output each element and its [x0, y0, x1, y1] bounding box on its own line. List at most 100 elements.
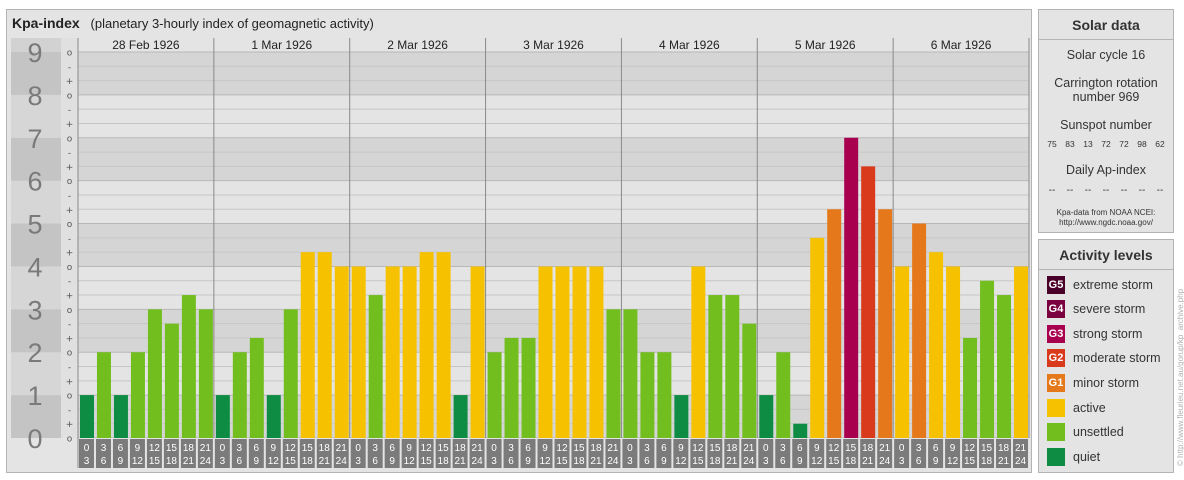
- interval-start-label: 3: [644, 443, 650, 454]
- interval-box: [877, 439, 893, 468]
- interval-end-label: 24: [1015, 456, 1027, 467]
- interval-box: [894, 439, 910, 468]
- y-tick-label: 7: [27, 124, 42, 154]
- kp-bar: [266, 395, 281, 438]
- kp-bar: [793, 423, 808, 438]
- kp-bar: [742, 323, 757, 438]
- minor-tick-label: -: [68, 106, 71, 116]
- interval-start-label: 21: [1015, 443, 1027, 454]
- interval-start-label: 15: [845, 443, 857, 454]
- interval-end-label: 24: [336, 456, 348, 467]
- solar-cycle: Solar cycle 16: [1066, 48, 1146, 62]
- interval-end-label: 9: [797, 456, 803, 467]
- kp-bar: [946, 266, 961, 438]
- interval-end-label: 6: [237, 456, 243, 467]
- interval-start-label: 9: [678, 443, 684, 454]
- activity-levels-panel: Activity levels G5 extreme storm G4 severe …: [1038, 239, 1174, 473]
- interval-end-label: 9: [525, 456, 531, 467]
- interval-box: [129, 439, 145, 468]
- minor-tick-label: +: [66, 292, 74, 302]
- legend-item: G4 severe storm: [1047, 300, 1145, 319]
- ap-index-value: --: [1066, 185, 1074, 196]
- interval-box: [146, 439, 162, 468]
- interval-box: [605, 439, 621, 468]
- interval-end-label: 18: [845, 456, 857, 467]
- minor-tick-label: +: [66, 163, 74, 173]
- minor-tick-label: o: [67, 220, 73, 230]
- copyright-notice: © http://www.fleurieu.net.au/gorup/kp_ar…: [1176, 288, 1184, 466]
- interval-box: [996, 439, 1012, 468]
- kp-bar: [708, 295, 723, 438]
- interval-end-label: 18: [573, 456, 585, 467]
- interval-end-label: 24: [200, 456, 212, 467]
- interval-end-label: 18: [302, 456, 314, 467]
- kp-bar: [725, 295, 740, 438]
- interval-box: [639, 439, 655, 468]
- interval-start-label: 21: [200, 443, 212, 454]
- interval-end-label: 21: [590, 456, 602, 467]
- interval-end-label: 6: [644, 456, 650, 467]
- date-header-band: [78, 38, 1029, 52]
- y-tick-label: 9: [27, 38, 42, 68]
- y-tick-label: 8: [27, 81, 42, 111]
- interval-end-label: 3: [84, 456, 90, 467]
- interval-box: [911, 439, 927, 468]
- kp-bar: [589, 266, 604, 438]
- interval-end-label: 3: [355, 456, 361, 467]
- sunspot-value: 75: [1047, 139, 1057, 149]
- interval-end-label: 3: [627, 456, 633, 467]
- sunspot-value: 72: [1119, 139, 1129, 149]
- interval-start-label: 9: [814, 443, 820, 454]
- y-axis-band: [11, 395, 61, 438]
- y-axis-band: [11, 52, 61, 95]
- kp-bar: [895, 266, 910, 438]
- interval-end-label: 6: [780, 456, 786, 467]
- kp-bar: [963, 337, 978, 438]
- kp-bar: [997, 295, 1012, 438]
- interval-end-label: 21: [862, 456, 874, 467]
- interval-start-label: 9: [542, 443, 548, 454]
- kp-bar: [861, 166, 876, 438]
- interval-start-label: 0: [627, 443, 633, 454]
- sunspot-value: 13: [1083, 139, 1093, 149]
- interval-box: [163, 439, 179, 468]
- minor-tick-label: +: [66, 377, 74, 387]
- interval-end-label: 12: [947, 456, 959, 467]
- interval-box: [350, 439, 366, 468]
- kp-bar: [470, 266, 485, 438]
- kp-bar: [80, 395, 94, 438]
- kp-bar: [368, 295, 383, 438]
- legend-label: moderate storm: [1073, 351, 1161, 366]
- kp-bar: [147, 309, 162, 438]
- legend-swatch: G1: [1047, 373, 1065, 392]
- kp-bar: [572, 266, 587, 438]
- interval-box: [333, 439, 349, 468]
- interval-box: [503, 439, 519, 468]
- kp-bar: [113, 395, 128, 438]
- interval-start-label: 15: [709, 443, 721, 454]
- kp-bar: [827, 209, 842, 438]
- kp-bar: [606, 309, 621, 438]
- minor-tick-label: +: [66, 249, 74, 259]
- minor-tick-label: -: [68, 363, 71, 373]
- interval-box: [979, 439, 995, 468]
- legend-label: active: [1073, 400, 1106, 415]
- solar-data-panel: Solar data Solar cycle 16 Carrington rot…: [1038, 9, 1174, 233]
- minor-tick-label: +: [66, 206, 74, 216]
- interval-end-label: 18: [981, 456, 993, 467]
- interval-box: [588, 439, 604, 468]
- minor-tick-label: +: [66, 120, 74, 130]
- interval-box: [197, 439, 213, 468]
- interval-end-label: 12: [268, 456, 280, 467]
- legend-label: unsettled: [1073, 425, 1124, 440]
- legend-swatch: [1047, 447, 1065, 466]
- interval-box: [401, 439, 417, 468]
- interval-end-label: 3: [491, 456, 497, 467]
- kp-bar: [657, 352, 672, 438]
- minor-tick-label: -: [68, 320, 71, 330]
- minor-tick-label: -: [68, 63, 71, 73]
- day-label: 5 Mar 1926: [795, 38, 856, 52]
- kp-bar: [623, 309, 638, 438]
- kp-bar: [810, 237, 825, 438]
- y-band: [78, 52, 1029, 95]
